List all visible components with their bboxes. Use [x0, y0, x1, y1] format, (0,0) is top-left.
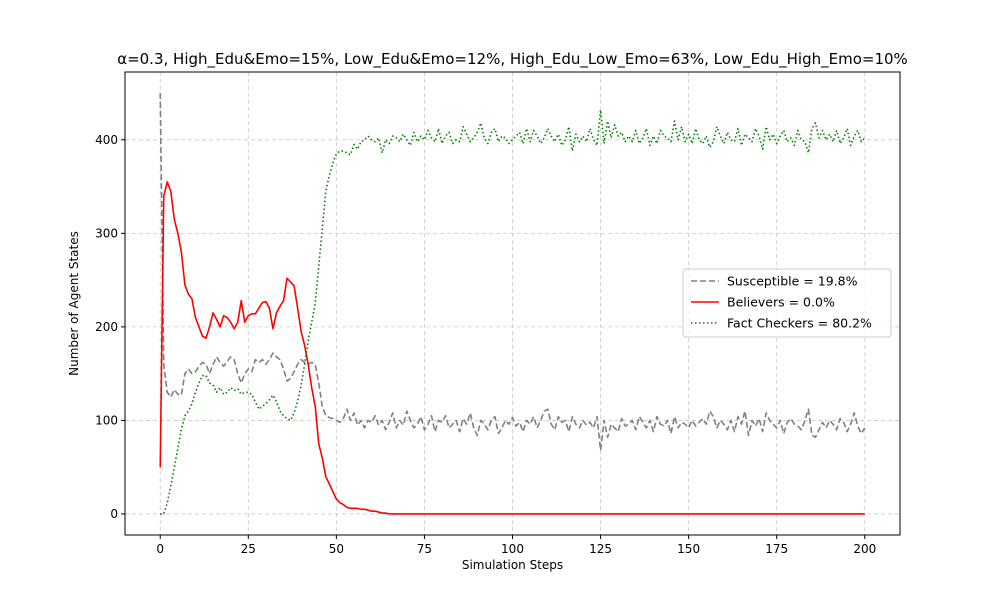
legend-label-fact-checkers: Fact Checkers = 80.2%	[727, 316, 872, 331]
x-tick-label: 150	[677, 542, 700, 556]
y-tick-label: 0	[110, 507, 118, 521]
x-tick-label: 175	[765, 542, 788, 556]
x-tick-label: 200	[853, 542, 876, 556]
legend: Susceptible = 19.8% Believers = 0.0% Fac…	[682, 268, 892, 338]
x-tick-label: 50	[329, 542, 344, 556]
x-tick-label: 25	[241, 542, 256, 556]
tick-layer: 0 25 50 75 100 125 150 175 200 0 100 200 300 400	[95, 133, 876, 556]
x-tick-label: 0	[156, 542, 164, 556]
x-tick-label: 125	[589, 542, 612, 556]
series-layer	[159, 93, 866, 515]
y-tick-label: 300	[95, 226, 118, 240]
y-tick-label: 200	[95, 320, 118, 334]
legend-label-believers: Believers = 0.0%	[727, 295, 835, 310]
series-line-susceptible	[159, 93, 866, 452]
x-tick-label: 100	[501, 542, 524, 556]
x-axis-label: Simulation Steps	[462, 558, 563, 572]
legend-box	[682, 268, 892, 338]
series-line-fact-checkers	[160, 109, 866, 515]
y-tick-label: 100	[95, 413, 118, 427]
x-tick-label: 75	[417, 542, 432, 556]
y-tick-label: 400	[95, 133, 118, 147]
chart-title: α=0.3, High_Edu&Emo=15%, Low_Edu&Emo=12%…	[117, 50, 908, 69]
y-axis-label: Number of Agent States	[67, 231, 81, 376]
series-line-believers	[159, 181, 865, 515]
legend-label-susceptible: Susceptible = 19.8%	[727, 274, 858, 289]
